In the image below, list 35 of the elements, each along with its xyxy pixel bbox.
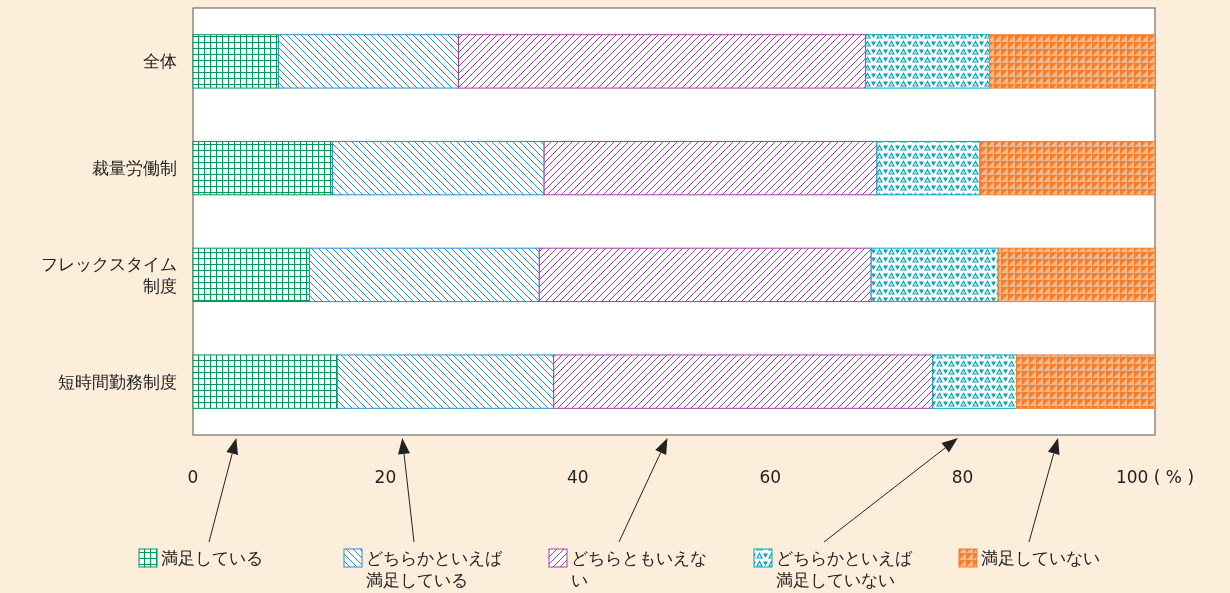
bar [864,34,991,89]
bar [997,247,1156,303]
bar [1015,354,1156,409]
bar [458,34,866,89]
bar [989,34,1156,89]
legend-label: 満足していない [981,548,1100,568]
bar [192,354,338,409]
bar [979,140,1156,196]
bar [870,247,999,303]
bar [553,354,934,409]
bar [192,247,310,303]
bar [336,354,555,409]
x-tick-label: 40 [566,467,589,487]
bar [543,140,878,196]
y-tick-label: 裁量労働制 [92,158,177,179]
y-tick-label: フレックスタイム制度 [41,253,177,296]
legend-label: どちらかといえば満足している [366,548,503,590]
bar [331,140,545,196]
bar [538,247,872,303]
y-tick-label: 全体 [143,51,177,72]
bar [278,34,460,89]
y-tick-label: 短時間勤務制度 [58,371,177,392]
bar [932,354,1017,409]
bar [308,247,540,303]
bar [876,140,981,196]
legend-label: 満足している [161,548,263,568]
x-tick-label: 80 [951,467,974,487]
legend-label: どちらかといえば満足していない [776,548,913,590]
x-tick-label: 0 [187,467,199,487]
x-tick-label: 100 ( % ) [1115,467,1195,487]
x-tick-label: 60 [759,467,782,487]
bar [192,34,280,89]
bar [192,140,333,196]
legend-label: どちらともいえない [571,548,707,590]
x-tick-label: 20 [374,467,397,487]
